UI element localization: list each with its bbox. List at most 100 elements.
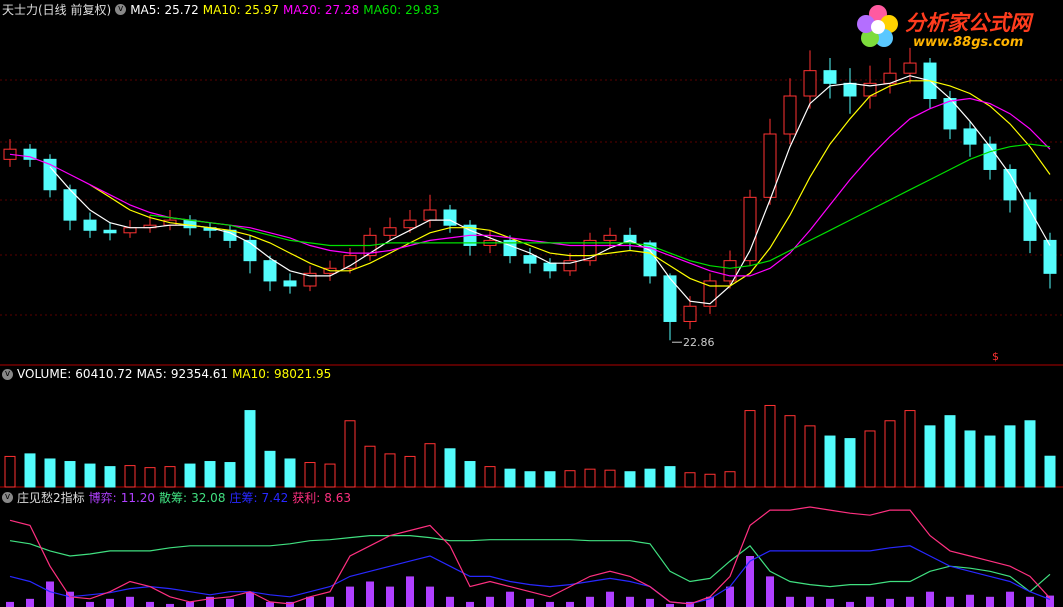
volume-bar bbox=[944, 415, 956, 488]
legend-value: 7.42 bbox=[261, 490, 289, 505]
legend-label: MA60: bbox=[363, 2, 402, 17]
candle-body bbox=[563, 260, 577, 272]
indicator-bar bbox=[206, 596, 214, 607]
indicator-bar bbox=[166, 603, 174, 607]
logo-name: 分析家公式网 bbox=[905, 11, 1031, 35]
volume-bar bbox=[304, 462, 316, 488]
volume-bar bbox=[704, 473, 716, 488]
volume-bar bbox=[824, 435, 836, 488]
candle-body bbox=[263, 260, 277, 282]
legend-label: 庄筹: bbox=[229, 491, 258, 505]
indicator-header: v 庄见愁2指标 博弈: 11.20 散筹: 32.08 庄筹: 7.42 获利: 8.63 bbox=[2, 489, 351, 506]
legend-value: 98021.95 bbox=[273, 367, 332, 381]
legend-value: 25.97 bbox=[244, 2, 280, 17]
candle-body bbox=[683, 305, 697, 322]
volume-bar bbox=[864, 430, 876, 488]
indicator-bar bbox=[6, 601, 14, 607]
indicator-bar bbox=[526, 598, 534, 607]
icon: v bbox=[2, 492, 13, 503]
legend-label: MA10: bbox=[232, 367, 270, 381]
volume-bar bbox=[724, 471, 736, 488]
line bbox=[9, 506, 1051, 605]
volume-bar bbox=[244, 410, 256, 488]
indicator-bar bbox=[446, 596, 454, 607]
volume-bar bbox=[364, 445, 376, 488]
volume-bar bbox=[584, 468, 596, 488]
indicator-bar bbox=[906, 596, 914, 607]
indicator-bar bbox=[606, 591, 614, 607]
volume-bar bbox=[184, 463, 196, 488]
volume-header: v VOLUME: 60410.72 MA5: 92354.61 MA10: 98021.… bbox=[2, 367, 331, 381]
indicator-bar bbox=[846, 601, 854, 607]
volume-bar bbox=[904, 410, 916, 488]
volume-bar bbox=[324, 463, 336, 488]
candle-body bbox=[383, 227, 397, 236]
indicator-bar bbox=[586, 596, 594, 607]
volume-bar bbox=[544, 471, 556, 488]
indicator-bar bbox=[186, 601, 194, 607]
candle-body bbox=[103, 229, 117, 234]
volume-bar bbox=[744, 410, 756, 488]
low-annotation: 22.86 bbox=[683, 336, 715, 349]
candle-body bbox=[443, 209, 457, 226]
candle-body bbox=[23, 148, 37, 160]
volume-bar bbox=[4, 455, 16, 488]
candle-body bbox=[983, 143, 997, 170]
indicator-bar bbox=[506, 591, 514, 607]
volume-bar bbox=[484, 466, 496, 488]
candle-body bbox=[963, 128, 977, 145]
candle-body bbox=[843, 82, 857, 97]
candle-body bbox=[663, 275, 677, 322]
candle-body bbox=[423, 209, 437, 221]
legend-label: MA5: bbox=[136, 367, 167, 381]
indicator-bar bbox=[226, 598, 234, 607]
candle-body bbox=[183, 219, 197, 229]
line bbox=[89, 80, 1051, 287]
indicator-bar bbox=[886, 598, 894, 607]
legend-label: MA5: bbox=[130, 2, 161, 17]
marker: $ bbox=[992, 350, 999, 363]
volume-bar bbox=[1044, 455, 1056, 488]
indicator-bar bbox=[86, 601, 94, 607]
candle-body bbox=[763, 133, 777, 198]
indicator-bar bbox=[966, 594, 974, 607]
volume-bar bbox=[1004, 425, 1016, 488]
candle-body bbox=[3, 148, 17, 160]
volume-bar bbox=[204, 461, 216, 488]
indicator-bar bbox=[66, 591, 74, 607]
legend-value: 29.83 bbox=[405, 2, 440, 17]
volume-bar bbox=[964, 430, 976, 488]
legend-value: 92354.61 bbox=[170, 367, 229, 381]
volume-bar bbox=[844, 438, 856, 488]
volume-bar bbox=[124, 465, 136, 488]
icon: v bbox=[115, 4, 127, 15]
legend-label: MA10: bbox=[202, 2, 241, 17]
volume-bar bbox=[784, 415, 796, 488]
indicator-bar bbox=[666, 603, 674, 607]
volume-bar bbox=[344, 420, 356, 488]
legend-label: 博弈: bbox=[88, 491, 117, 505]
indicator-bar bbox=[326, 596, 334, 607]
candle-body bbox=[743, 196, 757, 262]
indicator-bar bbox=[826, 598, 834, 607]
indicator-bar bbox=[246, 591, 254, 607]
candle-body bbox=[83, 219, 97, 231]
indicator-bar bbox=[106, 598, 114, 607]
legend-value: 25.72 bbox=[164, 2, 199, 17]
volume-bar bbox=[44, 458, 56, 488]
indicator-bar bbox=[1046, 595, 1054, 607]
line bbox=[149, 143, 1051, 269]
candle-body bbox=[823, 70, 837, 84]
indicator-bar bbox=[926, 591, 934, 607]
indicator-bar bbox=[646, 598, 654, 607]
indicator-bar bbox=[346, 586, 354, 607]
price-header: 天士力(日线 前复权) v MA5: 25.72 MA10: 25.97 MA20: 27.… bbox=[2, 1, 440, 18]
candle-body bbox=[523, 255, 537, 264]
volume-bar bbox=[804, 425, 816, 488]
indicator-bar bbox=[626, 596, 634, 607]
legend-label: MA20: bbox=[283, 2, 321, 17]
indicator-bar bbox=[466, 601, 474, 607]
volume-bar bbox=[24, 453, 36, 488]
